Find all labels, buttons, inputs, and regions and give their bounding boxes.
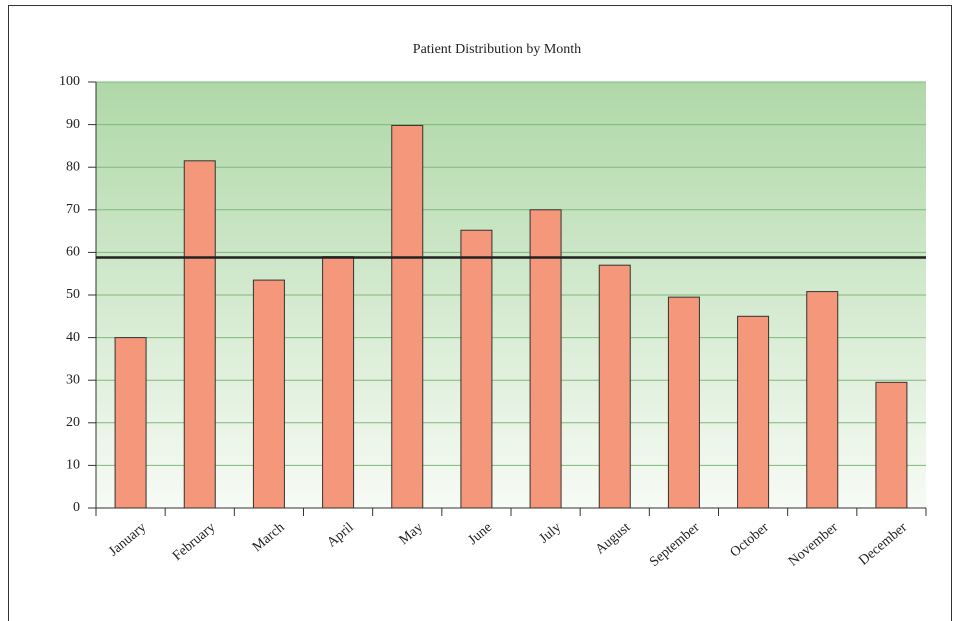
y-tick-label: 20 (66, 415, 80, 430)
bar (667, 296, 700, 509)
y-tick-label: 30 (66, 372, 80, 387)
bar (322, 256, 355, 509)
y-tick-label: 40 (66, 330, 80, 345)
bar (391, 124, 424, 509)
y-tick-label: 90 (66, 117, 80, 132)
bar (737, 315, 770, 509)
y-tick-label: 10 (66, 458, 80, 473)
chart-title: Patient Distribution by Month (413, 42, 581, 57)
bar (252, 279, 285, 509)
y-tick-label: 80 (66, 159, 80, 174)
y-tick-label: 0 (73, 500, 80, 515)
y-tick-label: 60 (66, 245, 80, 260)
bar (460, 229, 493, 509)
y-tick-label: 50 (66, 287, 80, 302)
bar (529, 209, 562, 509)
bar (114, 337, 147, 509)
bar (875, 381, 908, 509)
bar (598, 264, 631, 509)
y-tick-label: 100 (59, 74, 80, 89)
bar (183, 160, 216, 509)
y-tick-label: 70 (66, 202, 80, 217)
bar (806, 291, 839, 509)
